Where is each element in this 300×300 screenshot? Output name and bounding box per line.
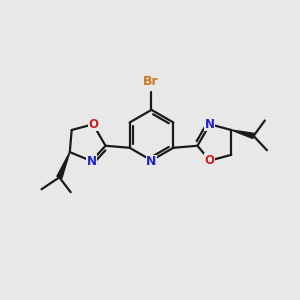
Polygon shape <box>57 152 70 178</box>
Text: N: N <box>146 155 157 168</box>
Polygon shape <box>231 130 254 139</box>
Text: O: O <box>205 154 215 167</box>
Text: N: N <box>86 154 97 168</box>
Text: Br: Br <box>143 76 159 88</box>
Text: O: O <box>88 118 98 131</box>
Text: N: N <box>205 118 215 131</box>
